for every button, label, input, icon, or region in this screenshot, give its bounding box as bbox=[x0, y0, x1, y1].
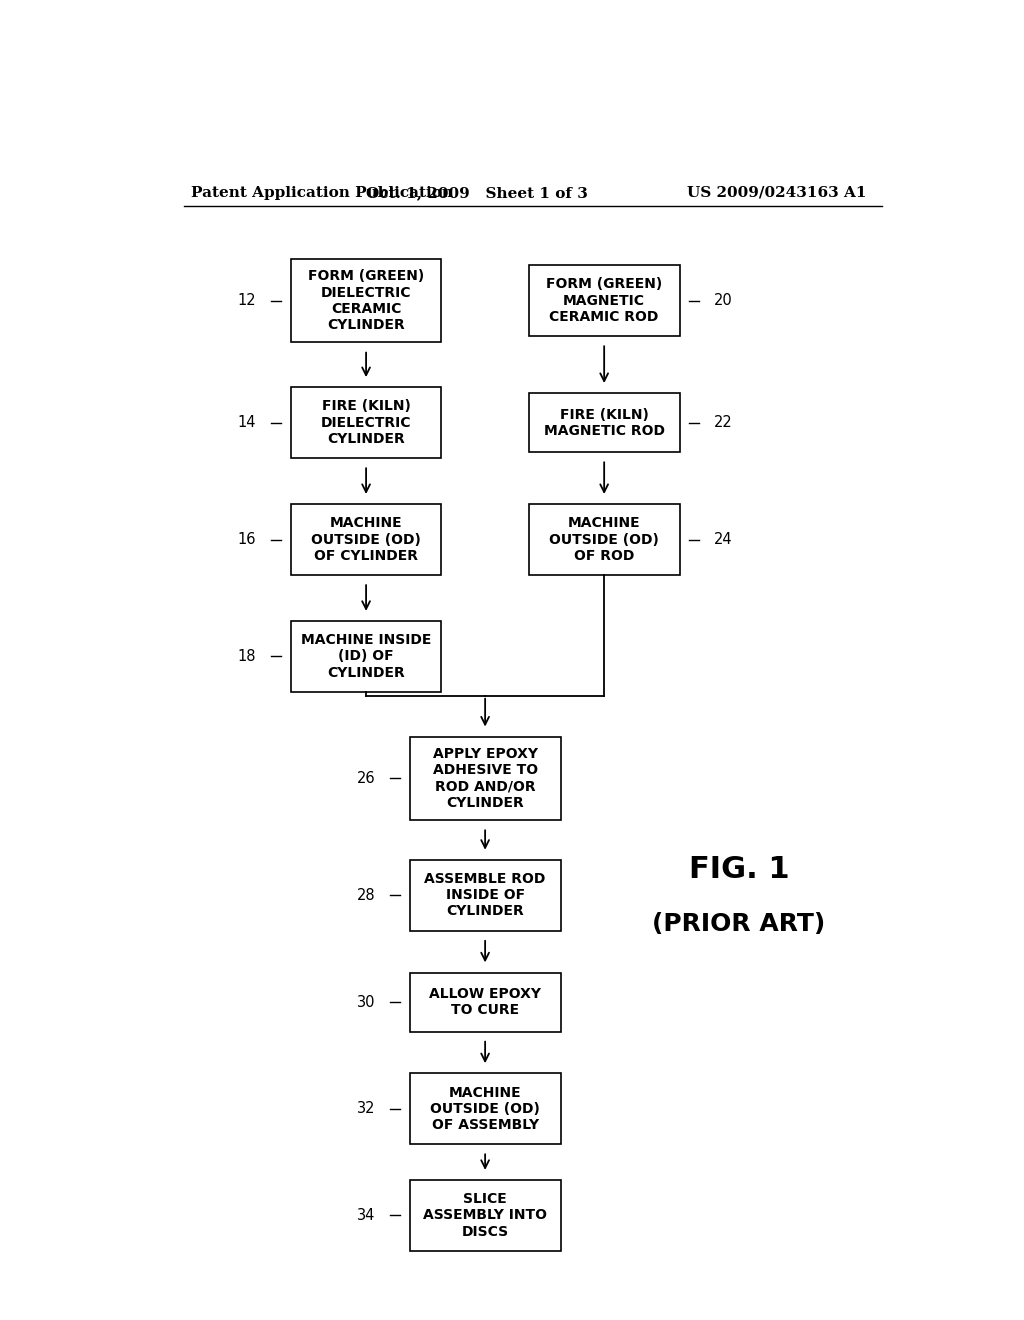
Text: 22: 22 bbox=[714, 416, 732, 430]
Bar bbox=[528, 265, 680, 337]
Bar bbox=[410, 859, 560, 931]
Text: APPLY EPOXY
ADHESIVE TO
ROD AND/OR
CYLINDER: APPLY EPOXY ADHESIVE TO ROD AND/OR CYLIN… bbox=[432, 747, 538, 809]
Text: FIRE (KILN)
DIELECTRIC
CYLINDER: FIRE (KILN) DIELECTRIC CYLINDER bbox=[321, 400, 412, 446]
Text: 32: 32 bbox=[356, 1101, 376, 1117]
Bar bbox=[291, 504, 441, 576]
Text: FORM (GREEN)
MAGNETIC
CERAMIC ROD: FORM (GREEN) MAGNETIC CERAMIC ROD bbox=[546, 277, 663, 323]
Text: 24: 24 bbox=[714, 532, 732, 546]
Text: 28: 28 bbox=[356, 888, 376, 903]
Text: FIRE (KILN)
MAGNETIC ROD: FIRE (KILN) MAGNETIC ROD bbox=[544, 408, 665, 438]
Text: MACHINE INSIDE
(ID) OF
CYLINDER: MACHINE INSIDE (ID) OF CYLINDER bbox=[301, 634, 431, 680]
Bar bbox=[410, 1073, 560, 1144]
Text: FORM (GREEN)
DIELECTRIC
CERAMIC
CYLINDER: FORM (GREEN) DIELECTRIC CERAMIC CYLINDER bbox=[308, 269, 424, 333]
Text: MACHINE
OUTSIDE (OD)
OF CYLINDER: MACHINE OUTSIDE (OD) OF CYLINDER bbox=[311, 516, 421, 562]
Text: ALLOW EPOXY
TO CURE: ALLOW EPOXY TO CURE bbox=[429, 987, 541, 1018]
Text: 26: 26 bbox=[356, 771, 376, 785]
Text: SLICE
ASSEMBLY INTO
DISCS: SLICE ASSEMBLY INTO DISCS bbox=[423, 1192, 547, 1238]
Text: 30: 30 bbox=[356, 994, 376, 1010]
Text: Patent Application Publication: Patent Application Publication bbox=[191, 186, 454, 199]
Text: 16: 16 bbox=[238, 532, 256, 546]
Text: 12: 12 bbox=[238, 293, 256, 308]
Text: US 2009/0243163 A1: US 2009/0243163 A1 bbox=[686, 186, 866, 199]
Bar bbox=[528, 393, 680, 453]
Text: MACHINE
OUTSIDE (OD)
OF ASSEMBLY: MACHINE OUTSIDE (OD) OF ASSEMBLY bbox=[430, 1085, 540, 1133]
Bar bbox=[291, 387, 441, 458]
Bar bbox=[410, 973, 560, 1031]
Text: MACHINE
OUTSIDE (OD)
OF ROD: MACHINE OUTSIDE (OD) OF ROD bbox=[549, 516, 659, 562]
Text: ASSEMBLE ROD
INSIDE OF
CYLINDER: ASSEMBLE ROD INSIDE OF CYLINDER bbox=[424, 873, 546, 919]
Text: FIG. 1: FIG. 1 bbox=[689, 855, 790, 884]
Text: 14: 14 bbox=[238, 416, 256, 430]
Bar bbox=[528, 504, 680, 576]
Text: 34: 34 bbox=[357, 1208, 375, 1222]
Text: (PRIOR ART): (PRIOR ART) bbox=[652, 912, 825, 936]
Text: 18: 18 bbox=[238, 649, 256, 664]
Bar bbox=[291, 620, 441, 692]
Text: 20: 20 bbox=[714, 293, 732, 308]
Bar bbox=[291, 259, 441, 342]
Bar bbox=[410, 1180, 560, 1251]
Bar bbox=[410, 737, 560, 820]
Text: Oct. 1, 2009   Sheet 1 of 3: Oct. 1, 2009 Sheet 1 of 3 bbox=[367, 186, 588, 199]
